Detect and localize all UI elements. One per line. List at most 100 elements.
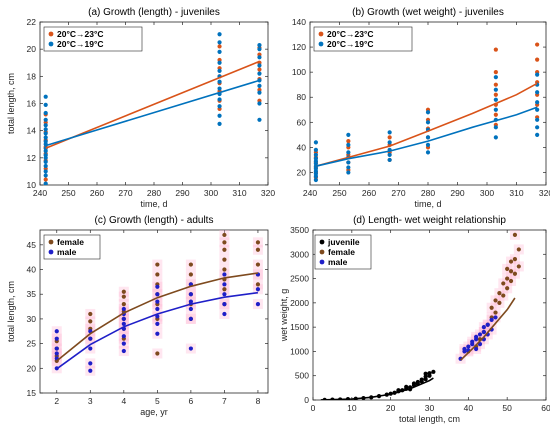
data-point xyxy=(313,147,318,152)
x-tick-label: 280 xyxy=(147,188,161,198)
data-point xyxy=(88,346,93,351)
x-tick-label: 0 xyxy=(311,403,316,413)
x-tick-label: 290 xyxy=(450,188,464,198)
data-point xyxy=(387,152,392,158)
x-tick-label: 290 xyxy=(175,188,189,198)
data-point xyxy=(217,97,222,102)
data-point xyxy=(346,142,351,147)
data-point xyxy=(222,292,227,297)
data-point xyxy=(222,282,227,287)
data-point xyxy=(255,282,261,287)
y-tick-label: 2000 xyxy=(290,298,309,308)
data-point xyxy=(387,130,392,135)
data-point xyxy=(493,135,498,140)
data-point xyxy=(423,374,428,379)
data-point xyxy=(535,42,540,47)
data-point xyxy=(88,361,93,366)
data-layer xyxy=(320,230,524,400)
legend-swatch xyxy=(319,239,325,245)
y-tick-label: 60 xyxy=(297,117,307,127)
data-point xyxy=(257,47,262,52)
data-point xyxy=(257,42,262,48)
x-tick-label: 8 xyxy=(256,396,261,406)
data-point xyxy=(535,100,540,105)
data-point xyxy=(121,289,126,294)
data-point xyxy=(188,262,193,267)
x-tick-label: 250 xyxy=(332,188,346,198)
data-point xyxy=(497,300,502,305)
legend-swatch xyxy=(48,31,54,37)
fit-line xyxy=(315,106,538,167)
data-point xyxy=(188,272,193,277)
data-point xyxy=(481,329,486,335)
legend-entry: 20°C→19°C xyxy=(57,39,103,49)
data-point xyxy=(505,266,510,271)
data-point xyxy=(43,153,48,158)
data-point xyxy=(313,156,318,161)
fit-line xyxy=(320,377,434,400)
y-tick-label: 0 xyxy=(304,395,309,405)
x-tick-label: 10 xyxy=(347,403,357,413)
x-tick-label: 60 xyxy=(541,403,550,413)
data-point xyxy=(474,334,479,339)
data-point xyxy=(43,123,48,128)
data-point xyxy=(346,132,351,137)
data-point xyxy=(121,321,126,326)
data-point xyxy=(257,101,262,106)
x-tick-label: 270 xyxy=(118,188,132,198)
data-point xyxy=(535,125,540,130)
x-tick-label: 270 xyxy=(391,188,405,198)
data-point xyxy=(43,94,48,99)
data-point xyxy=(505,286,510,291)
x-axis-label: time, d xyxy=(414,199,441,209)
x-tick-label: 250 xyxy=(61,188,75,198)
data-point xyxy=(346,165,351,170)
data-point xyxy=(425,120,431,125)
data-point xyxy=(88,319,93,324)
x-tick-label: 6 xyxy=(189,396,194,406)
data-point xyxy=(43,131,48,136)
data-point xyxy=(155,314,160,319)
data-point xyxy=(222,247,227,252)
data-point xyxy=(155,331,160,336)
legend-swatch xyxy=(48,249,54,255)
legend-swatch xyxy=(319,259,325,265)
legend-entry: juvenile xyxy=(327,237,360,247)
data-point xyxy=(217,32,222,37)
x-tick-label: 4 xyxy=(121,396,126,406)
data-layer xyxy=(51,230,263,376)
data-point xyxy=(88,336,93,341)
y-tick-label: 100 xyxy=(292,67,306,77)
legend-entry: male xyxy=(328,257,348,267)
data-point xyxy=(493,75,498,80)
data-point xyxy=(387,157,392,163)
data-point xyxy=(493,87,498,92)
data-point xyxy=(489,305,494,310)
data-point xyxy=(43,117,48,122)
legend-swatch xyxy=(48,41,54,47)
data-point xyxy=(43,127,48,132)
data-point xyxy=(222,232,227,238)
y-axis-label: wet weight, g xyxy=(279,289,289,343)
y-tick-label: 16 xyxy=(27,99,37,109)
fit-line xyxy=(56,272,259,362)
data-point xyxy=(217,113,222,118)
data-point xyxy=(535,72,540,77)
data-point xyxy=(466,344,471,349)
legend-box xyxy=(313,26,413,52)
data-point xyxy=(257,67,262,72)
panel-title: (a) Growth (length) - juveniles xyxy=(88,7,220,18)
data-point xyxy=(217,104,222,109)
data-point xyxy=(313,140,318,145)
data-point xyxy=(121,301,126,307)
y-tick-label: 20 xyxy=(297,167,307,177)
y-tick-label: 1000 xyxy=(290,346,309,356)
data-point xyxy=(346,139,351,144)
x-tick-label: 20 xyxy=(386,403,396,413)
x-tick-label: 300 xyxy=(480,188,494,198)
data-point xyxy=(217,68,222,73)
fit-line xyxy=(45,60,260,150)
x-tick-label: 40 xyxy=(464,403,474,413)
y-tick-label: 3000 xyxy=(290,249,309,259)
y-tick-label: 40 xyxy=(297,142,307,152)
